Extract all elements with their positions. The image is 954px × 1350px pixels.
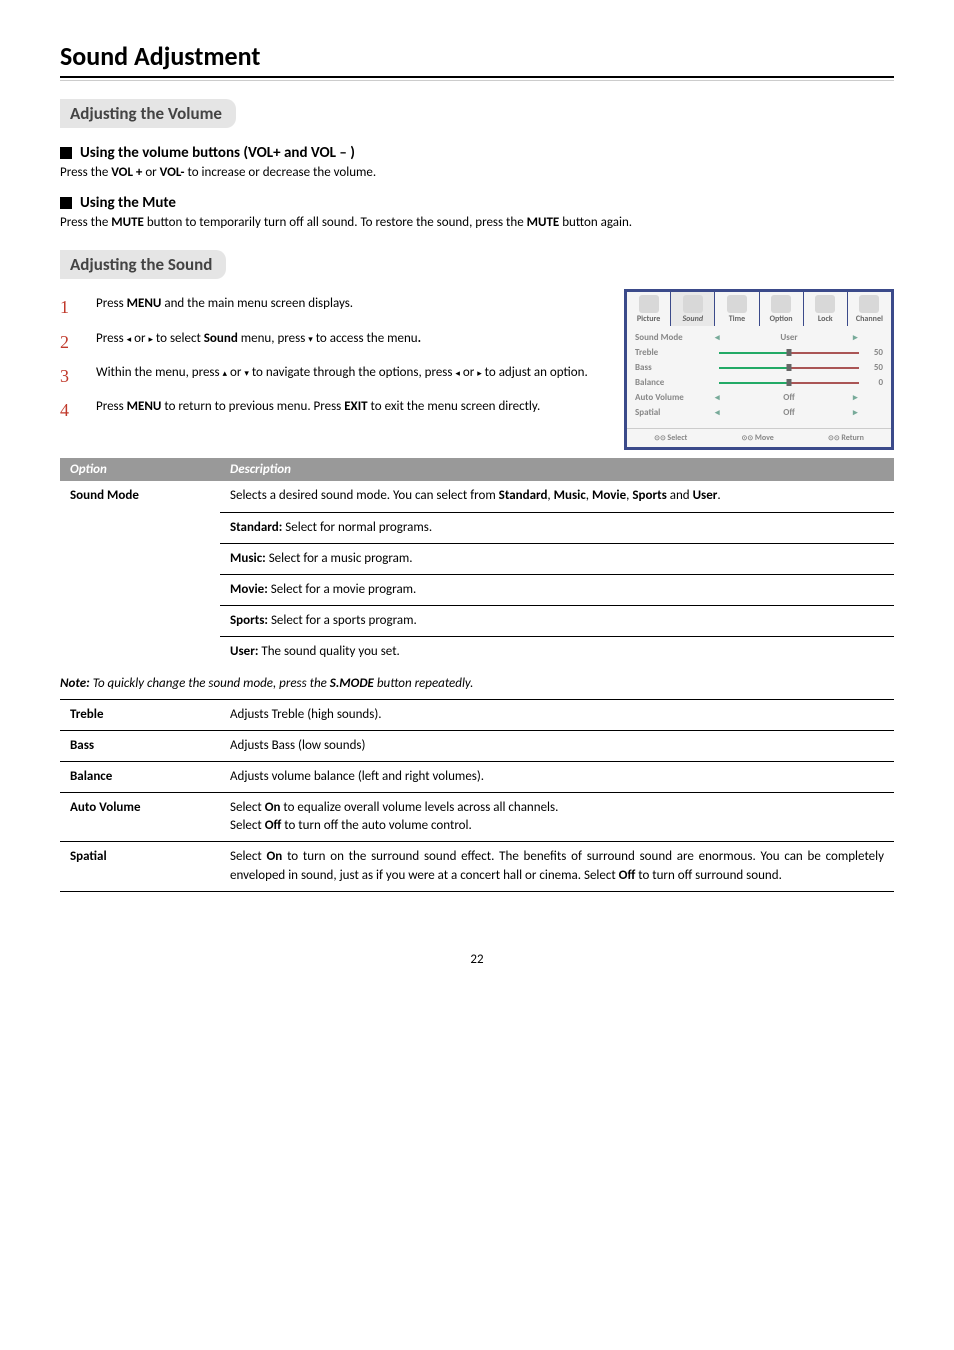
arrow-right-icon: ▸ [853,392,863,403]
step-3: 3 Within the menu, press ▴ or ▾ to navig… [60,364,604,388]
page-title: Sound Adjustment [60,40,894,72]
step-number: 3 [60,364,96,388]
square-bullet-icon [60,147,72,159]
slider-track [719,382,859,384]
title-rule [60,76,894,78]
options-table-2: Treble Adjusts Treble (high sounds). Bas… [60,699,894,892]
option-icon [771,295,791,313]
subhead-label: Using the volume buttons (VOL+ and VOL –… [80,144,355,162]
arrow-right-icon: ▸ [853,407,863,418]
subhead-label: Using the Mute [80,194,176,212]
osd-row-balance: Balance 0 [635,375,883,390]
osd-tab-sound: Sound [671,292,715,326]
osd-tab-time: Time [715,292,759,326]
step-2: 2 Press ◂ or ▸ to select Sound menu, pre… [60,330,604,354]
osd-row-bass: Bass 50 [635,360,883,375]
osd-footer-return: Return [828,433,864,443]
step-text: Within the menu, press ▴ or ▾ to navigat… [96,364,604,388]
step-4: 4 Press MENU to return to previous menu.… [60,398,604,422]
row-sound-mode: Sound Mode Selects a desired sound mode.… [60,481,894,512]
step-number: 2 [60,330,96,354]
osd-row-sound-mode: Sound Mode ◂ User ▸ [635,330,883,345]
osd-tab-channel: Channel [848,292,891,326]
row-treble: Treble Adjusts Treble (high sounds). [60,699,894,730]
osd-body: Sound Mode ◂ User ▸ Treble 50 Bass [627,326,891,428]
step-number: 4 [60,398,96,422]
row-auto-volume: Auto Volume Select On to equalize overal… [60,793,894,842]
mute-text: Press the MUTE button to temporarily tur… [60,214,894,232]
col-option: Option [60,458,220,481]
osd-row-treble: Treble 50 [635,345,883,360]
osd-tab-lock: Lock [804,292,848,326]
osd-footer-move: Move [742,433,774,443]
row-balance: Balance Adjusts volume balance (left and… [60,761,894,792]
sound-mode-desc: Selects a desired sound mode. You can se… [220,481,894,512]
osd-footer-select: Select [654,433,687,443]
table-header-row: Option Description [60,458,894,481]
sound-icon [683,295,703,313]
osd-footer: Select Move Return [627,428,891,447]
volume-buttons-text: Press the VOL + or VOL- to increase or d… [60,164,894,182]
step-number: 1 [60,295,96,319]
channel-icon [859,295,879,313]
section-heading-volume: Adjusting the Volume [60,99,236,128]
step-text: Press ◂ or ▸ to select Sound menu, press… [96,330,604,354]
col-description: Description [220,458,894,481]
osd-menu: Picture Sound Time Option Lock Channel S… [624,289,894,450]
lock-icon [815,295,835,313]
square-bullet-icon [60,197,72,209]
arrow-left-icon: ◂ [715,332,725,343]
time-icon [727,295,747,313]
subhead-mute: Using the Mute [60,194,894,212]
note-smode: Note: To quickly change the sound mode, … [60,676,894,691]
arrow-left-icon: ◂ [715,407,725,418]
osd-tab-picture: Picture [627,292,671,326]
arrow-left-icon: ◂ [715,392,725,403]
section-heading-sound: Adjusting the Sound [60,250,226,279]
slider-track [719,352,859,354]
row-bass: Bass Adjusts Bass (low sounds) [60,730,894,761]
osd-tabs: Picture Sound Time Option Lock Channel [627,292,891,326]
row-spatial: Spatial Select On to turn on the surroun… [60,842,894,891]
page-number: 22 [60,952,894,967]
step-list: 1 Press MENU and the main menu screen di… [60,295,604,422]
slider-track [719,367,859,369]
options-table: Option Description Sound Mode Selects a … [60,458,894,667]
osd-tab-option: Option [760,292,804,326]
step-1: 1 Press MENU and the main menu screen di… [60,295,604,319]
step-text: Press MENU to return to previous menu. P… [96,398,604,422]
osd-row-spatial: Spatial ◂ Off ▸ [635,405,883,420]
title-rule-2 [60,80,894,81]
picture-icon [639,295,659,313]
arrow-right-icon: ▸ [853,332,863,343]
subhead-volume-buttons: Using the volume buttons (VOL+ and VOL –… [60,144,894,162]
step-text: Press MENU and the main menu screen disp… [96,295,604,319]
osd-row-auto-volume: Auto Volume ◂ Off ▸ [635,390,883,405]
